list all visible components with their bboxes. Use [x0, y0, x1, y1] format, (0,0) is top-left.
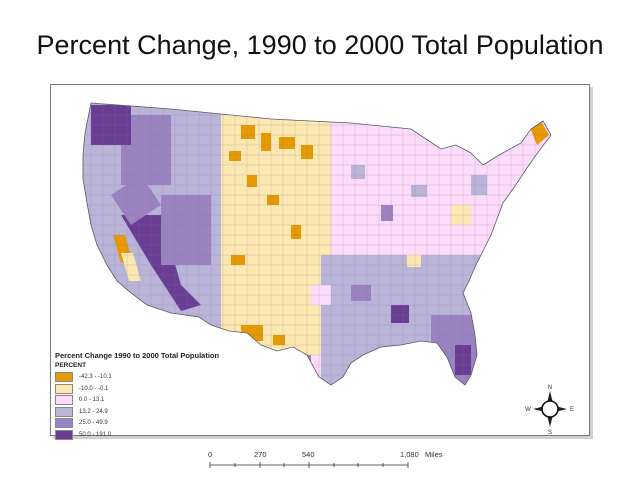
legend-item: -42.3 - -10.1 — [55, 372, 255, 382]
legend-label: 13.2 - 24.9 — [79, 408, 108, 415]
north-arrow-compass-icon: N S W E — [525, 385, 574, 435]
us-county-choropleth-map — [82, 102, 552, 386]
svg-text:S: S — [548, 430, 552, 435]
legend-swatch — [55, 406, 73, 417]
legend-field: PERCENT — [55, 362, 87, 369]
scale-bar: 0 270 540 1,080 Miles — [208, 450, 468, 474]
scale-unit-label: Miles — [425, 450, 443, 459]
legend-swatch — [55, 395, 73, 405]
legend-label: -42.3 - -10.1 — [79, 374, 112, 380]
map-title: Percent Change, 1990 to 2000 Total Popul… — [36, 30, 604, 60]
legend-item: 0.0 - 13.1 — [55, 395, 255, 405]
legend-label: 50.0 - 191.0 — [79, 431, 112, 438]
svg-text:E: E — [570, 407, 574, 413]
legend-item: 50.0 - 191.0 — [55, 429, 255, 440]
scale-tick-label: 270 — [254, 450, 267, 459]
scale-bar-line — [209, 462, 409, 468]
map-frame: Percent Change 1990 to 2000 Total Popula… — [50, 84, 590, 440]
legend-label: -10.0 - -0.1 — [79, 385, 109, 392]
map-legend: Percent Change 1990 to 2000 Total Popula… — [55, 351, 255, 441]
scale-tick-label: 0 — [208, 450, 213, 459]
legend-swatch — [55, 383, 73, 394]
legend-item: 13.2 - 24.9 — [55, 406, 255, 417]
legend-label: 0.0 - 13.1 — [79, 397, 105, 403]
legend-swatch — [55, 418, 73, 428]
scale-tick-label: 1,080 — [400, 450, 419, 459]
legend-swatch — [55, 429, 73, 440]
legend-item: 25.0 - 49.9 — [55, 418, 255, 428]
legend-label: 25.0 - 49.9 — [79, 420, 108, 426]
legend-item: -10.0 - -0.1 — [55, 383, 255, 394]
legend-swatch — [55, 372, 73, 382]
legend-title: Percent Change 1990 to 2000 Total Popula… — [55, 351, 220, 360]
svg-text:N: N — [548, 385, 552, 391]
svg-text:W: W — [525, 407, 531, 413]
scale-tick-label: 540 — [302, 450, 315, 459]
